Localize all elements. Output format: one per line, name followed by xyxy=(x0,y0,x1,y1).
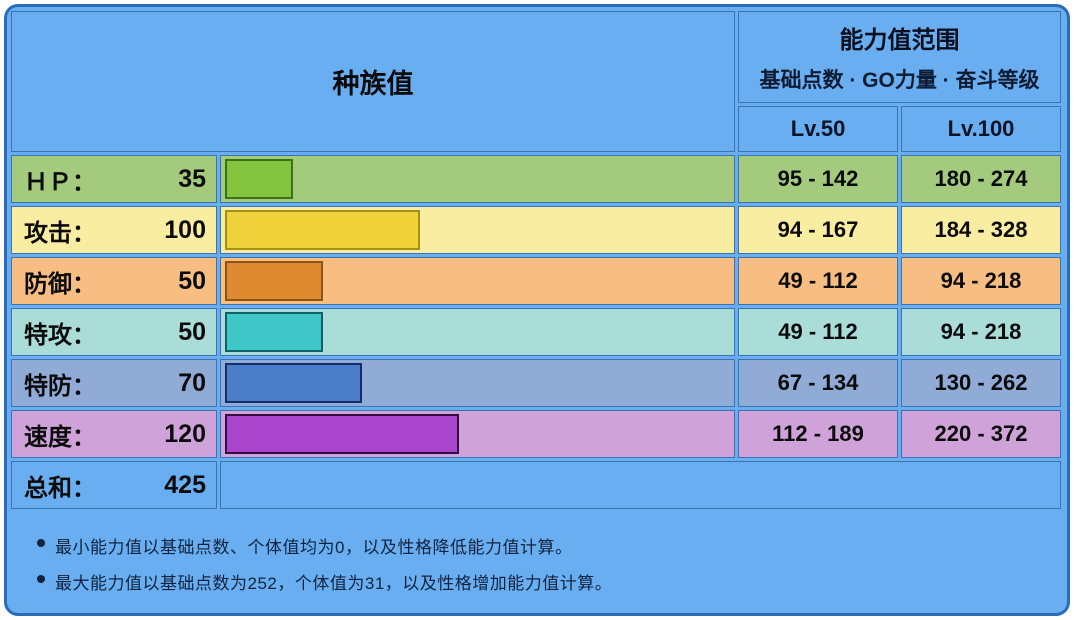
stat-range-lv100: 184 - 328 xyxy=(901,206,1061,254)
stat-bar-cell xyxy=(220,257,735,305)
lv50-label: Lv.50 xyxy=(790,116,846,141)
column-header-lv100: Lv.100 xyxy=(901,106,1061,152)
stat-range-lv100: 180 - 274 xyxy=(901,155,1061,203)
stat-range-lv50: 95 - 142 xyxy=(738,155,898,203)
stat-range-lv50: 67 - 134 xyxy=(738,359,898,407)
total-value: 425 xyxy=(164,470,206,499)
stat-name: 特防： xyxy=(24,372,96,400)
stat-value: 50 xyxy=(178,266,206,295)
stat-bar xyxy=(225,159,293,199)
lv100-label: Lv.100 xyxy=(947,116,1015,141)
stat-range-lv50: 49 - 112 xyxy=(738,257,898,305)
stat-bar xyxy=(225,363,362,403)
footnotes: 最小能力值以基础点数、个体值均为0，以及性格降低能力值计算。 最大能力值以基础点… xyxy=(11,512,1061,609)
stat-label-cell: 攻击： 100 xyxy=(11,206,217,254)
stat-bar-cell xyxy=(220,206,735,254)
stat-range-header: 能力值范围 基础点数 · GO力量 · 奋斗等级 xyxy=(738,11,1061,103)
stat-label-cell: 特防： 70 xyxy=(11,359,217,407)
base-stats-title: 种族值 xyxy=(332,69,414,99)
stat-value: 120 xyxy=(164,419,206,448)
stat-range-lv100: 94 - 218 xyxy=(901,257,1061,305)
stat-bar xyxy=(225,414,459,454)
stat-label-cell: ＨＰ： 35 xyxy=(11,155,217,203)
total-row-label-cell: 总和： 425 xyxy=(11,461,217,509)
footnote-min: 最小能力值以基础点数、个体值均为0，以及性格降低能力值计算。 xyxy=(33,533,1041,558)
stat-range-title: 能力值范围 xyxy=(839,27,960,54)
stat-bar-cell xyxy=(220,359,735,407)
stat-range-lv50: 94 - 167 xyxy=(738,206,898,254)
stat-value: 100 xyxy=(164,215,206,244)
stat-range-subtitle: 基础点数 · GO力量 · 奋斗等级 xyxy=(759,69,1040,92)
total-label: 总和： xyxy=(24,474,96,502)
stat-name: 防御： xyxy=(24,270,96,298)
stats-table: 种族值 能力值范围 基础点数 · GO力量 · 奋斗等级 Lv.50 Lv.10… xyxy=(11,11,1063,609)
stat-bar-cell xyxy=(220,308,735,356)
stat-bar xyxy=(225,210,420,250)
stat-bar-cell xyxy=(220,410,735,458)
stat-range-lv50: 49 - 112 xyxy=(738,308,898,356)
stat-range-lv100: 220 - 372 xyxy=(901,410,1061,458)
stat-name: 特攻： xyxy=(24,321,96,349)
stat-value: 70 xyxy=(178,368,206,397)
stat-label-cell: 防御： 50 xyxy=(11,257,217,305)
stat-name: ＨＰ： xyxy=(24,168,96,196)
total-row-empty-cell xyxy=(220,461,1061,509)
stat-range-lv100: 94 - 218 xyxy=(901,308,1061,356)
stat-bar-cell xyxy=(220,155,735,203)
stat-range-lv100: 130 - 262 xyxy=(901,359,1061,407)
stat-value: 35 xyxy=(178,164,206,193)
base-stats-header: 种族值 xyxy=(11,11,735,152)
footnote-list: 最小能力值以基础点数、个体值均为0，以及性格降低能力值计算。 最大能力值以基础点… xyxy=(33,533,1041,594)
stat-name: 速度： xyxy=(24,423,96,451)
footnote-max: 最大能力值以基础点数为252，个体值为31，以及性格增加能力值计算。 xyxy=(33,569,1041,594)
stat-label-cell: 特攻： 50 xyxy=(11,308,217,356)
stat-label-cell: 速度： 120 xyxy=(11,410,217,458)
stat-value: 50 xyxy=(178,317,206,346)
stat-bar xyxy=(225,312,323,352)
stats-panel: 种族值 能力值范围 基础点数 · GO力量 · 奋斗等级 Lv.50 Lv.10… xyxy=(4,4,1070,616)
stat-name: 攻击： xyxy=(24,219,96,247)
column-header-lv50: Lv.50 xyxy=(738,106,898,152)
stat-bar xyxy=(225,261,323,301)
stat-range-lv50: 112 - 189 xyxy=(738,410,898,458)
